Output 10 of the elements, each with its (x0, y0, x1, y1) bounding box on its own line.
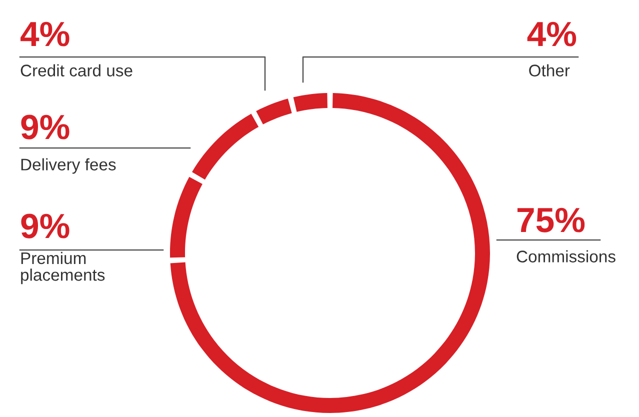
slice-label: Delivery fees (21, 158, 116, 174)
data-label: 4% (20, 22, 70, 46)
data-label: 4% (527, 22, 576, 46)
slice-label: Credit card use (20, 64, 132, 76)
data-label: 9% (21, 214, 70, 238)
slice-label: Other (529, 64, 570, 76)
slice-label: Premium placements (21, 252, 105, 284)
data-label: 9% (21, 114, 70, 140)
data-label: 75% (517, 208, 585, 232)
slice-label: Commissions (516, 250, 616, 262)
